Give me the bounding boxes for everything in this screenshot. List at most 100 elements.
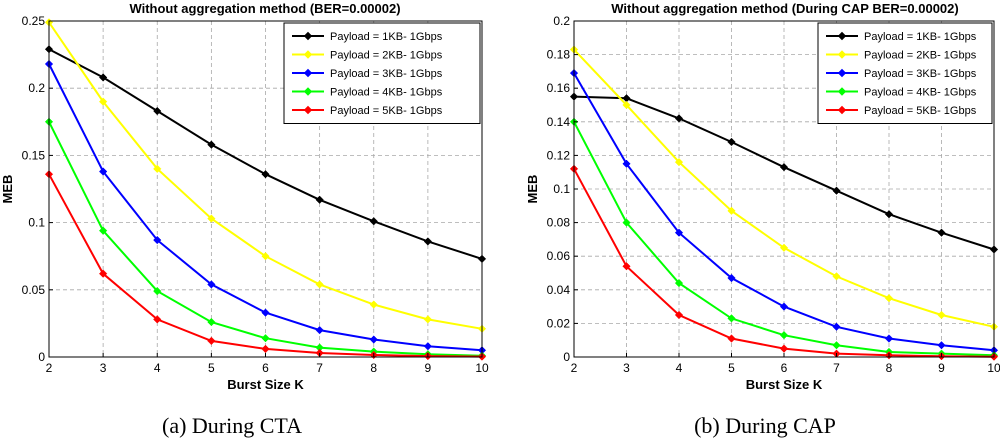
chart-cap: 2 3 4 5 6 7 8 9 10 0 0.02 0.04 0.06 0.08 0.1 0.12 0.14 0.… — [525, 1, 1000, 438]
y-tick-label: 0 — [563, 350, 570, 364]
legend: Payload = 1KB- 1Gbps Payload = 2KB- 1Gbps… — [817, 22, 993, 124]
data-point — [98, 73, 108, 82]
y-axis-label: MEB — [0, 175, 15, 204]
x-tick-label: 9 — [938, 361, 945, 375]
y-tick-label: 0.1 — [553, 182, 570, 196]
x-tick-label: 7 — [316, 361, 323, 375]
data-point — [674, 278, 684, 288]
x-tick-label: 2 — [46, 361, 53, 375]
data-point — [937, 341, 946, 350]
x-tick-label: 5 — [208, 361, 215, 375]
data-point — [832, 322, 841, 331]
data-point — [727, 334, 736, 343]
y-tick-label: 0.02 — [547, 316, 571, 330]
y-tick-label: 0.15 — [22, 148, 46, 162]
data-point — [261, 308, 270, 317]
x-tick-label: 10 — [987, 361, 1000, 375]
y-tick-label: 0.04 — [547, 283, 571, 297]
data-point — [315, 325, 324, 335]
x-tick-label: 3 — [623, 361, 630, 375]
legend-entry-label: Payload = 5KB- 1Gbps — [864, 105, 977, 117]
legend: Payload = 1KB- 1Gbps Payload = 2KB- 1Gbps… — [283, 22, 481, 124]
x-tick-label: 6 — [781, 361, 788, 375]
data-point — [674, 114, 684, 123]
data-point — [622, 218, 631, 227]
chart-title: Without aggregation method (During CAP B… — [611, 1, 958, 16]
data-point — [98, 167, 108, 176]
legend-swatch-marker — [837, 87, 847, 96]
x-tick-label: 10 — [475, 361, 489, 375]
y-tick-label: 0.25 — [22, 14, 46, 28]
x-tick-label: 6 — [262, 361, 269, 375]
x-tick-label: 7 — [833, 361, 840, 375]
data-point — [153, 235, 162, 245]
y-tick-label: 0.12 — [547, 148, 571, 162]
data-point — [207, 214, 216, 223]
legend-entry-label: Payload = 3KB- 1Gbps — [864, 68, 977, 80]
x-tick-label: 3 — [100, 361, 107, 375]
chart-cta: 2 3 4 5 6 7 8 9 10 0 0.05 0.1 0.15 0.2 0.25 Without agg… — [0, 1, 489, 438]
data-point — [727, 273, 736, 283]
data-point — [261, 170, 270, 179]
data-point — [727, 314, 736, 323]
x-axis-label: Burst Size K — [746, 377, 823, 392]
data-point — [779, 331, 789, 340]
data-point — [369, 217, 378, 226]
legend-swatch-marker — [303, 50, 313, 59]
data-point — [207, 317, 216, 327]
data-point — [832, 186, 841, 195]
data-point — [779, 243, 789, 252]
figure-caption: (b) During CAP — [694, 413, 836, 438]
legend-swatch-marker — [837, 50, 847, 59]
data-point — [727, 206, 736, 215]
data-point — [727, 137, 736, 147]
y-tick-label: 0.05 — [22, 283, 46, 297]
x-tick-label: 8 — [886, 361, 893, 375]
legend-swatch-marker — [303, 31, 313, 41]
data-point — [779, 302, 789, 311]
data-point — [884, 210, 894, 219]
data-point — [423, 237, 433, 246]
data-point — [622, 100, 631, 110]
data-point — [937, 310, 946, 320]
data-point — [153, 286, 162, 296]
data-point — [153, 315, 162, 324]
data-point — [832, 341, 841, 350]
data-point — [98, 269, 108, 278]
data-point — [98, 226, 108, 235]
y-tick-label: 0.1 — [28, 216, 45, 230]
legend-entry-label: Payload = 5KB- 1Gbps — [330, 105, 443, 117]
legend-swatch-marker — [303, 87, 313, 96]
x-tick-label: 9 — [425, 361, 432, 375]
legend-entry-label: Payload = 1KB- 1Gbps — [330, 31, 443, 43]
x-axis-label: Burst Size K — [227, 377, 304, 392]
data-point — [622, 262, 631, 271]
legend-entry-label: Payload = 4KB- 1Gbps — [864, 87, 977, 99]
y-tick-label: 0.06 — [547, 249, 571, 263]
legend-swatch-marker — [837, 31, 847, 41]
data-point — [423, 342, 433, 351]
data-point — [779, 344, 789, 353]
x-tick-label: 8 — [370, 361, 377, 375]
figure-caption: (a) During CTA — [162, 413, 302, 438]
data-point — [674, 310, 684, 320]
legend-swatch-marker — [303, 105, 313, 115]
data-point — [207, 336, 216, 346]
x-tick-label: 4 — [676, 361, 683, 375]
chart-title: Without aggregation method (BER=0.00002) — [129, 1, 400, 16]
y-tick-label: 0.2 — [553, 14, 570, 28]
legend-entry-label: Payload = 3KB- 1Gbps — [330, 68, 443, 80]
y-tick-label: 0.16 — [547, 81, 571, 95]
data-point — [153, 164, 162, 173]
data-point — [261, 252, 270, 261]
legend-entry-label: Payload = 1KB- 1Gbps — [864, 31, 977, 43]
y-tick-label: 0.14 — [547, 115, 571, 129]
data-point — [207, 280, 216, 289]
data-point — [937, 228, 946, 237]
data-point — [153, 106, 162, 116]
y-tick-label: 0.18 — [547, 48, 571, 62]
x-tick-label: 2 — [571, 361, 578, 375]
legend-entry-label: Payload = 2KB- 1Gbps — [864, 50, 977, 62]
